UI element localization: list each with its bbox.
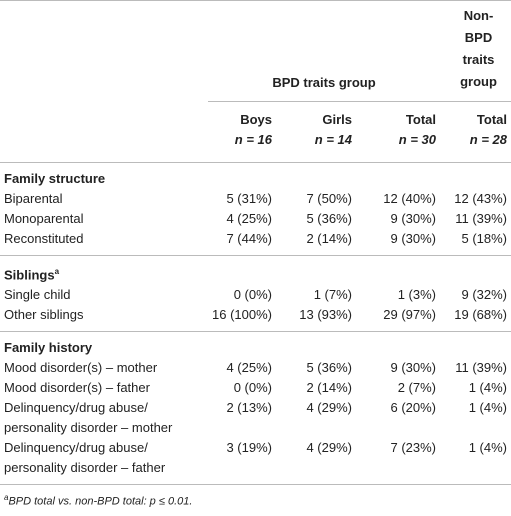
section-title: Family history [4,340,93,356]
empty-cell [0,101,208,163]
cell-value: 2 (13%) [226,400,272,416]
row-label: Reconstituted [0,229,208,256]
cell-value: 9 (30%) [390,211,437,226]
column-header-row: Boys n = 16 Girls n = 14 Total n = 30 Total n =… [0,101,511,163]
cell-value: 9 (30%) [356,229,441,256]
row-label: Mood disorder(s) – mother [4,360,158,376]
footnote-text: BPD total vs. non-BPD total: p ≤ 0.01. [8,495,193,508]
column-n: n = 30 [398,132,437,147]
cell-value: 1 (7%) [313,287,352,303]
cell-value: 3 (19%) [226,440,272,456]
data-row: Single child 0 (0%) 1 (7%) 1 (3%) 9 (32%) [0,285,511,305]
data-row: Mood disorder(s) – father 0 (0%) 2 (14%) 2 … [0,378,511,398]
section-sup: a [54,267,60,276]
column-label: Boys [240,112,272,127]
column-header: Total n = 30 [356,101,441,163]
group-header: Non-BPD traits group [440,0,511,102]
cell-value: 9 (32%) [461,287,508,303]
column-n: n = 14 [314,132,352,147]
row-label: Mood disorder(s) – father [4,380,150,396]
data-row: Reconstituted 7 (44%) 2 (14%) 9 (30%) 5 (18%… [0,229,511,256]
data-table: BPD traits group Non-BPD traits group Boys… [0,0,511,486]
cell-value: 4 (29%) [306,400,352,416]
cell-value: 5 (31%) [226,191,272,206]
row-label: Monoparental [4,211,84,226]
cell-value: 13 (93%) [276,305,356,333]
row-label: Other siblings [0,305,208,333]
cell-value: 1 (4%) [468,400,508,416]
cell-value: 0 (0%) [233,380,272,396]
section-title: Family structure [4,171,106,186]
data-row: Mood disorder(s) – mother 4 (25%) 5 (36%) 9… [0,358,511,378]
column-header: Total n = 28 [440,101,511,163]
column-header: Boys n = 16 [208,101,276,163]
cell-value: 1 (3%) [397,287,437,303]
cell-value: 5 (18%) [440,229,511,256]
row-label: Delinquency/drug abuse/ personality diso… [4,400,173,436]
data-row: Other siblings 16 (100%) 13 (93%) 29 (97%) 1… [0,305,511,333]
cell-value: 16 (100%) [208,305,276,333]
cell-value: 5 (36%) [306,211,352,226]
section-row: Siblingsa [0,256,511,286]
section-row: Family structure [0,163,511,190]
cell-value: 2 (14%) [276,229,356,256]
column-header: Girls n = 14 [276,101,356,163]
cell-value: 12 (40%) [383,191,437,206]
row-label: Biparental [4,191,63,206]
cell-value: 4 (25%) [226,211,272,226]
group-header: BPD traits group [208,0,441,102]
cell-value: 9 (30%) [390,360,437,376]
section-title: Siblings [4,267,55,283]
cell-value: 11 (39%) [455,211,508,226]
cell-value: 19 (68%) [440,305,511,333]
table-body: Family structure Biparental 5 (31%) 7 (50%)… [0,163,511,485]
empty-cell [0,1,208,102]
cell-value: 2 (14%) [306,380,352,396]
cell-value: 7 (23%) [390,440,437,456]
data-row: Delinquency/drug abuse/ personality diso… [0,438,511,485]
cell-value: 6 (20%) [390,400,437,416]
cell-value: 2 (7%) [397,380,437,396]
section-title-cell: Family structure [0,163,511,190]
data-row: Delinquency/drug abuse/ personality diso… [0,398,511,438]
cell-value: 11 (39%) [455,360,508,376]
cell-value: 7 (44%) [208,229,276,256]
section-title-cell: Siblingsa [0,256,511,286]
footnote: aBPD total vs. non-BPD total: p ≤ 0.01. [0,485,511,516]
column-n: n = 28 [469,132,508,147]
cell-value: 7 (50%) [306,191,352,206]
cell-value: 4 (29%) [306,440,352,456]
column-label: Girls [322,112,352,127]
data-row: Monoparental 4 (25%) 5 (36%) 9 (30%) 11 (39%… [0,209,511,229]
table-head: BPD traits group Non-BPD traits group Boys… [0,0,511,163]
group-header-row: BPD traits group Non-BPD traits group [0,0,511,102]
row-label: Delinquency/drug abuse/ personality diso… [4,440,166,476]
cell-value: 1 (4%) [468,380,508,396]
data-row: Biparental 5 (31%) 7 (50%) 12 (40%) 12 (43%) [0,189,511,209]
cell-value: 12 (43%) [454,191,508,206]
cell-value: 0 (0%) [233,287,272,303]
row-label: Single child [4,287,71,303]
cell-value: 5 (36%) [306,360,352,376]
section-title-cell: Family history [0,332,511,359]
column-label: Total [476,112,508,127]
section-row: Family history [0,332,511,359]
cell-value: 4 (25%) [226,360,272,376]
cell-value: 29 (97%) [356,305,441,333]
column-n: n = 16 [234,132,272,147]
column-label: Total [405,112,437,127]
cell-value: 1 (4%) [468,440,508,456]
